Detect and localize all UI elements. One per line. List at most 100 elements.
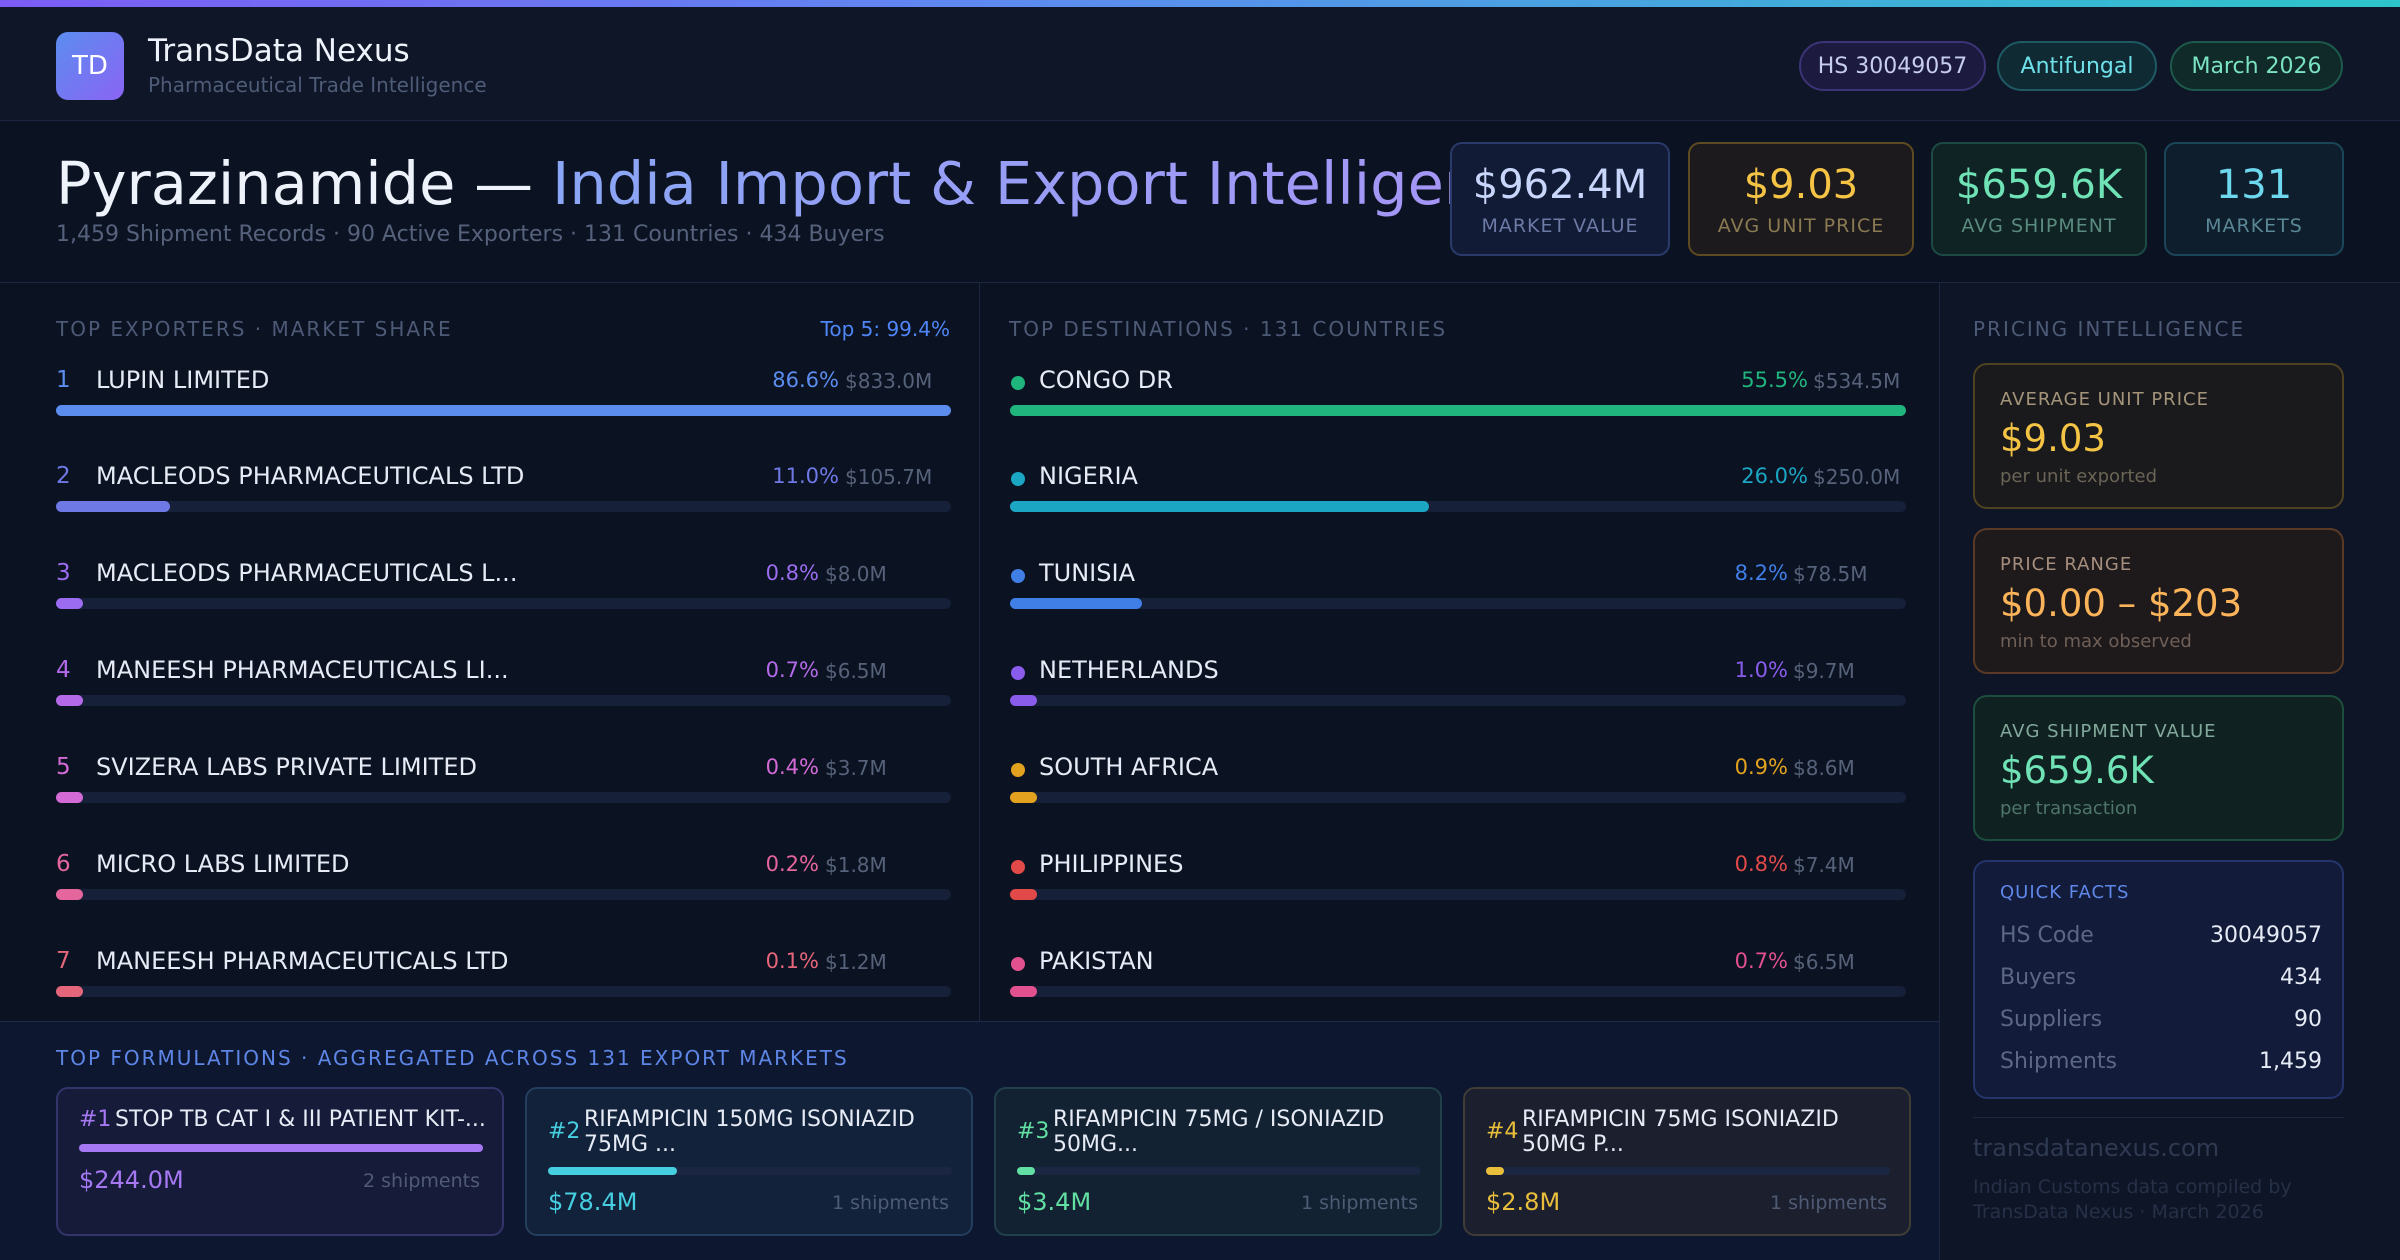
destination-share-bar bbox=[1010, 889, 1906, 900]
destination-share-pct: 8.2% bbox=[1734, 561, 1788, 585]
formulation-card[interactable]: #2 RIFAMPICIN 150MG ISONIAZID 75MG ... $78… bbox=[525, 1087, 973, 1236]
formulation-share-fill bbox=[79, 1144, 483, 1152]
destination-share-bar bbox=[1010, 501, 1906, 512]
formulation-value: $3.4M bbox=[1017, 1188, 1092, 1216]
destination-share-fill bbox=[1010, 405, 1906, 416]
formulation-share-bar bbox=[1017, 1167, 1421, 1175]
exporter-share-fill bbox=[56, 889, 83, 900]
exporter-name: MANEESH PHARMACEUTICALS LI... bbox=[96, 656, 509, 684]
exporter-row[interactable]: 5 SVIZERA LABS PRIVATE LIMITED 0.4% $3.7M bbox=[0, 753, 979, 814]
destination-value: $78.5M bbox=[1793, 562, 1868, 586]
formulation-shipments: 1 shipments bbox=[1770, 1192, 1887, 1214]
destination-row[interactable]: SOUTH AFRICA 0.9% $8.6M bbox=[981, 753, 1939, 814]
country-dot-icon bbox=[1011, 666, 1025, 680]
exporter-share-fill bbox=[56, 695, 83, 706]
kpi-value: $9.03 bbox=[1743, 162, 1859, 208]
exporter-name: MICRO LABS LIMITED bbox=[96, 850, 350, 878]
top5-note: Top 5: 99.4% bbox=[820, 317, 950, 341]
fact-key: HS Code bbox=[2000, 923, 2094, 948]
destination-share-pct: 55.5% bbox=[1741, 368, 1808, 392]
destination-row[interactable]: CONGO DR 55.5% $534.5M bbox=[981, 366, 1939, 427]
destination-share-pct: 1.0% bbox=[1734, 658, 1788, 682]
hero-section: Pyrazinamide — India Import & Export Int… bbox=[0, 121, 2400, 283]
formulation-card[interactable]: #1 STOP TB CAT I & III PATIENT KIT-... $24… bbox=[56, 1087, 504, 1236]
destination-name: NETHERLANDS bbox=[1039, 656, 1219, 684]
destination-row[interactable]: PAKISTAN 0.7% $6.5M bbox=[981, 947, 1939, 1008]
card-label: AVERAGE UNIT PRICE bbox=[2000, 389, 2209, 410]
page-subtitle: 1,459 Shipment Records · 90 Active Expor… bbox=[56, 222, 885, 247]
exporter-value: $833.0M bbox=[845, 369, 933, 393]
exporter-share-fill bbox=[56, 986, 83, 997]
card-label: PRICE RANGE bbox=[2000, 554, 2133, 575]
brand-logo[interactable]: TD bbox=[56, 32, 124, 100]
destination-share-fill bbox=[1010, 792, 1037, 803]
kpi-avg-shipment: $659.6K AVG SHIPMENT bbox=[1931, 142, 2147, 256]
formulation-card[interactable]: #3 RIFAMPICIN 75MG / ISONIAZID 50MG... $3.… bbox=[994, 1087, 1442, 1236]
destination-value: $9.7M bbox=[1793, 659, 1855, 683]
card-subtext: min to max observed bbox=[2000, 631, 2192, 652]
exporter-row[interactable]: 4 MANEESH PHARMACEUTICALS LI... 0.7% $6.5M bbox=[0, 656, 979, 717]
exporter-share-pct: 86.6% bbox=[772, 368, 839, 392]
card-label: AVG SHIPMENT VALUE bbox=[2000, 721, 2217, 742]
avg-shipment-card: AVG SHIPMENT VALUE $659.6K per transacti… bbox=[1973, 695, 2344, 841]
exporter-share-pct: 0.2% bbox=[765, 852, 819, 876]
page-title: Pyrazinamide — India Import & Export Int… bbox=[56, 149, 1550, 218]
formulation-value: $244.0M bbox=[79, 1166, 184, 1194]
destination-value: $8.6M bbox=[1793, 756, 1855, 780]
kpi-label: MARKETS bbox=[2205, 215, 2303, 237]
exporter-value: $3.7M bbox=[825, 756, 887, 780]
kpi-value: $659.6K bbox=[1955, 162, 2123, 208]
destination-row[interactable]: NETHERLANDS 1.0% $9.7M bbox=[981, 656, 1939, 717]
exporter-share-pct: 11.0% bbox=[772, 464, 839, 488]
formulation-name: STOP TB CAT I & III PATIENT KIT-... bbox=[115, 1107, 486, 1132]
date-pill[interactable]: March 2026 bbox=[2170, 41, 2343, 91]
exporter-row[interactable]: 1 LUPIN LIMITED 86.6% $833.0M bbox=[0, 366, 979, 427]
divider bbox=[1973, 1117, 2344, 1118]
destination-share-bar bbox=[1010, 598, 1906, 609]
exporter-row[interactable]: 6 MICRO LABS LIMITED 0.2% $1.8M bbox=[0, 850, 979, 911]
exporter-share-bar bbox=[56, 598, 951, 609]
card-value: $659.6K bbox=[2000, 749, 2154, 792]
destination-row[interactable]: PHILIPPINES 0.8% $7.4M bbox=[981, 850, 1939, 911]
destination-row[interactable]: NIGERIA 26.0% $250.0M bbox=[981, 462, 1939, 523]
exporter-row[interactable]: 7 MANEESH PHARMACEUTICALS LTD 0.1% $1.2M bbox=[0, 947, 979, 1008]
exporter-share-bar bbox=[56, 695, 951, 706]
exporter-share-bar bbox=[56, 501, 951, 512]
country-dot-icon bbox=[1011, 472, 1025, 486]
exporter-rank: 2 bbox=[56, 463, 71, 489]
category-pill[interactable]: Antifungal bbox=[1997, 41, 2157, 91]
destination-share-fill bbox=[1010, 501, 1429, 512]
exporter-share-pct: 0.7% bbox=[765, 658, 819, 682]
data-source-note: Indian Customs data compiled by TransDat… bbox=[1973, 1176, 2292, 1223]
destination-value: $534.5M bbox=[1813, 369, 1901, 393]
formulations-section: TOP FORMULATIONS · AGGREGATED ACROSS 131… bbox=[0, 1021, 1939, 1260]
exporter-row[interactable]: 2 MACLEODS PHARMACEUTICALS LTD 11.0% $105.7… bbox=[0, 462, 979, 523]
pricing-title: PRICING INTELLIGENCE bbox=[1973, 317, 2246, 341]
formulation-card[interactable]: #4 RIFAMPICIN 75MG ISONIAZID 50MG P... $2.… bbox=[1463, 1087, 1911, 1236]
destination-row[interactable]: TUNISIA 8.2% $78.5M bbox=[981, 559, 1939, 620]
formulation-name: RIFAMPICIN 75MG ISONIAZID 50MG P... bbox=[1522, 1107, 1839, 1157]
site-link[interactable]: transdatanexus.com bbox=[1973, 1134, 2220, 1162]
formulation-rank: #3 bbox=[1017, 1119, 1050, 1144]
quick-fact-row: Shipments 1,459 bbox=[2000, 1049, 2322, 1079]
hs-code-pill[interactable]: HS 30049057 bbox=[1799, 41, 1986, 91]
country-dot-icon bbox=[1011, 957, 1025, 971]
kpi-value: $962.4M bbox=[1472, 162, 1648, 208]
kpi-label: AVG SHIPMENT bbox=[1961, 215, 2117, 237]
destination-name: PHILIPPINES bbox=[1039, 850, 1184, 878]
exporter-rank: 6 bbox=[56, 851, 71, 877]
exporter-share-bar bbox=[56, 792, 951, 803]
exporter-share-pct: 0.8% bbox=[765, 561, 819, 585]
formulation-name: RIFAMPICIN 150MG ISONIAZID 75MG ... bbox=[584, 1107, 915, 1157]
formulation-value: $78.4M bbox=[548, 1188, 638, 1216]
exporter-value: $1.8M bbox=[825, 853, 887, 877]
destination-share-fill bbox=[1010, 598, 1142, 609]
exporter-row[interactable]: 3 MACLEODS PHARMACEUTICALS L... 0.8% $8.0M bbox=[0, 559, 979, 620]
destination-share-bar bbox=[1010, 695, 1906, 706]
formulation-rank: #2 bbox=[548, 1119, 581, 1144]
formulation-value: $2.8M bbox=[1486, 1188, 1561, 1216]
destination-share-bar bbox=[1010, 986, 1906, 997]
country-dot-icon bbox=[1011, 569, 1025, 583]
exporter-value: $1.2M bbox=[825, 950, 887, 974]
destination-name: CONGO DR bbox=[1039, 366, 1173, 394]
